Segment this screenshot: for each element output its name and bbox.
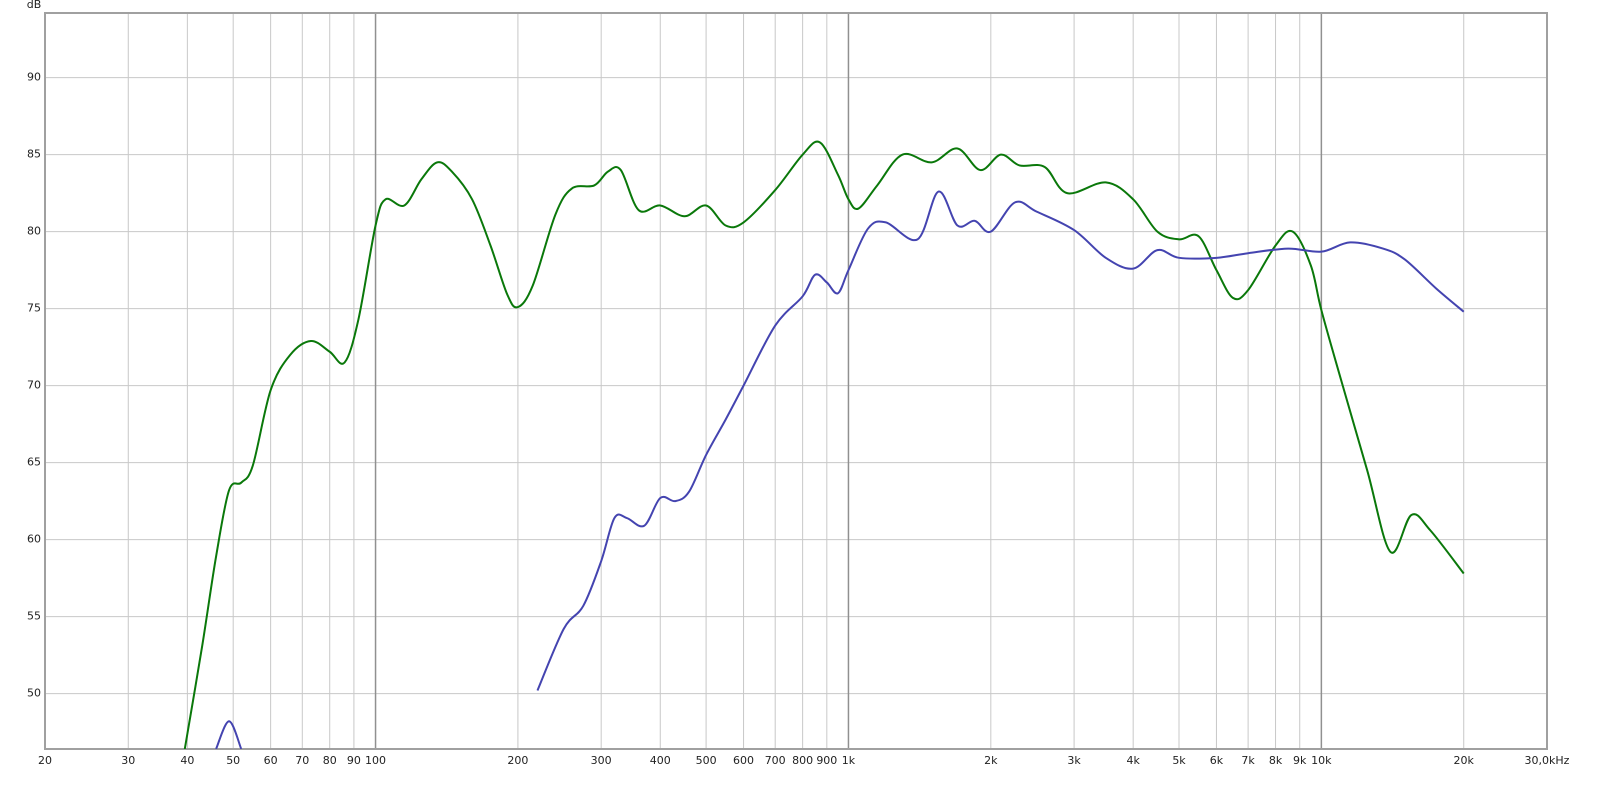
y-tick-label: 55 <box>27 610 41 623</box>
x-tick-label: 200 <box>507 754 528 767</box>
x-tick-label: 90 <box>347 754 361 767</box>
x-tick-label: 8k <box>1269 754 1283 767</box>
y-tick-label: 90 <box>27 71 41 84</box>
x-tick-label: 5k <box>1172 754 1186 767</box>
y-tick-label: 75 <box>27 302 41 315</box>
y-axis-label: dB <box>27 0 42 11</box>
x-tick-label: 20k <box>1454 754 1475 767</box>
plot-frame <box>44 12 1548 750</box>
x-tick-label: 60 <box>264 754 278 767</box>
x-tick-label: 800 <box>792 754 813 767</box>
series-line <box>536 190 1465 691</box>
y-tick-label: 70 <box>27 379 41 392</box>
x-tick-label: 40 <box>180 754 194 767</box>
x-tick-label: 300 <box>591 754 612 767</box>
x-tick-label: 400 <box>650 754 671 767</box>
x-tick-label: 2k <box>984 754 998 767</box>
y-tick-label: 65 <box>27 456 41 469</box>
x-tick-label: 700 <box>765 754 786 767</box>
series-group <box>183 140 1465 749</box>
y-tick-label: 50 <box>27 687 41 700</box>
plot-area <box>45 13 1547 749</box>
series-line <box>183 140 1465 749</box>
x-tick-label: 20 <box>38 754 52 767</box>
x-tick-label: 50 <box>226 754 240 767</box>
series-line <box>215 720 243 749</box>
x-tick-label: 6k <box>1210 754 1224 767</box>
x-tick-label: 100 <box>365 754 386 767</box>
y-tick-label: 80 <box>27 225 41 238</box>
x-tick-label: 4k <box>1126 754 1140 767</box>
x-tick-label: 500 <box>696 754 717 767</box>
x-tick-label: 600 <box>733 754 754 767</box>
x-tick-label: 9k <box>1293 754 1307 767</box>
x-tick-label: 10k <box>1311 754 1332 767</box>
y-tick-label: 60 <box>27 533 41 546</box>
y-tick-label: 85 <box>27 148 41 161</box>
x-tick-label: 1k <box>842 754 856 767</box>
x-tick-label: 3k <box>1067 754 1081 767</box>
x-tick-label: 80 <box>323 754 337 767</box>
x-tick-label: 30 <box>121 754 135 767</box>
x-tick-label: 900 <box>816 754 837 767</box>
x-tick-label: 7k <box>1241 754 1255 767</box>
x-tick-label: 70 <box>295 754 309 767</box>
x-tick-label: 30,0kHz <box>1525 754 1570 767</box>
